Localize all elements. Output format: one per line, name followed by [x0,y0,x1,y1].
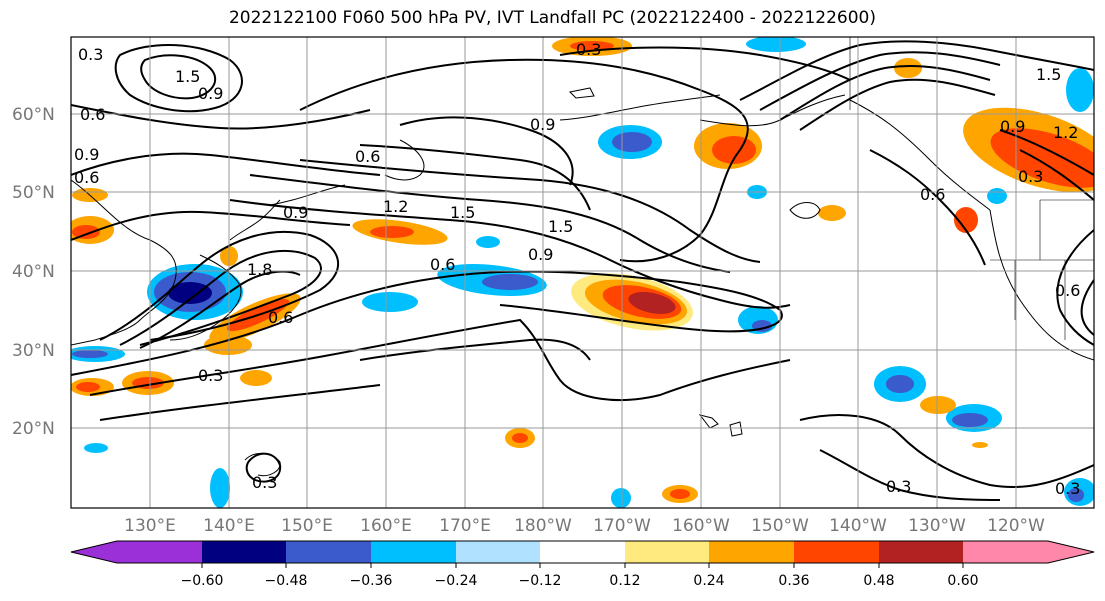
colorbar-segment [794,541,879,563]
colorbar-tick-label: 0.36 [778,573,809,589]
contour-label: 1.2 [1053,123,1078,142]
contour-label: 1.5 [175,67,200,86]
contour-label: 0.9 [198,84,223,103]
colorbar: −0.60 −0.48 −0.36 −0.24 −0.12 0.12 0.24 … [70,540,1095,589]
colorbar-tick-label: −0.12 [519,573,562,589]
contour-label: 0.3 [198,366,223,385]
colorbar-segment [709,541,794,563]
lon-label: 130°W [908,516,966,536]
colorbar-segment [963,541,1048,563]
contour-label: 0.9 [74,145,99,164]
contour-label: 0.6 [74,168,99,187]
colorbar-extend-low [71,541,117,563]
contour-label: 0.6 [920,185,945,204]
contour-label: 1.8 [247,260,272,279]
contour-label: 0.9 [528,245,553,264]
colorbar-tick-label: −0.48 [265,573,308,589]
colorbar-tick-label: −0.36 [350,573,393,589]
contour-label: 0.3 [1055,479,1080,498]
colorbar-tick-label: 0.48 [863,573,894,589]
contour-label: 0.3 [576,40,601,59]
lon-label: 120°W [987,516,1045,536]
lat-label: 40°N [12,262,55,282]
contour-label: 1.5 [548,217,573,236]
lon-label: 150°E [281,516,333,536]
contour-label: 0.6 [430,255,455,274]
lon-label: 160°E [360,516,412,536]
contour-label: 0.6 [80,105,105,124]
latitude-labels: 60°N 50°N 40°N 30°N 20°N [12,105,55,439]
lat-label: 30°N [12,341,55,361]
contour-label: 0.3 [886,477,911,496]
map-frame [70,36,1095,509]
lat-label: 20°N [12,419,55,439]
contour-labels: 1.5 0.9 0.6 0.6 0.9 0.6 0.3 0.6 0.9 1.2 … [74,40,1080,498]
colorbar-segment [456,541,540,563]
lon-label: 180°W [514,516,572,536]
lat-label: 50°N [12,183,55,203]
lon-label: 170°E [439,516,491,536]
colorbar-segment [202,541,286,563]
colorbar-segment [117,541,202,563]
colorbar-segment [879,541,963,563]
lon-label: 170°W [593,516,651,536]
contour-label: 0.6 [355,147,380,166]
colorbar-tick-label: −0.60 [181,573,224,589]
longitude-labels: 130°E 140°E 150°E 160°E 170°E 180°W 170°… [124,516,1045,536]
coastlines [71,87,1094,477]
colorbar-segment [625,541,709,563]
contour-label: 0.9 [1000,117,1025,136]
contour-label: 0.3 [252,473,277,492]
contour-label: 1.5 [450,203,475,222]
colorbar-segment [540,541,625,563]
lon-label: 160°W [672,516,730,536]
colorbar-extend-high [1048,541,1094,563]
lat-label: 60°N [12,105,55,125]
contour-label: 1.5 [1036,65,1061,84]
contour-label: 1.2 [383,197,408,216]
contour-label: 0.9 [283,203,308,222]
colorbar-tick-label: 0.12 [609,573,640,589]
contour-label: 0.6 [1055,281,1080,300]
contour-label: 0.6 [268,308,293,327]
lon-label: 140°E [203,516,255,536]
contour-label: 0.3 [78,45,103,64]
lon-label: 130°E [124,516,176,536]
colorbar-tick-label: −0.24 [435,573,478,589]
contour-label: 0.9 [530,115,555,134]
colorbar-segment [371,541,456,563]
colorbar-tick-label: 0.60 [947,573,978,589]
lon-label: 140°W [829,516,887,536]
state-borders [849,37,1094,340]
graticule [71,37,1094,508]
colorbar-tick-label: 0.24 [693,573,724,589]
lon-label: 150°W [751,516,809,536]
contour-label: 0.3 [1018,167,1043,186]
map-title: 2022122100 F060 500 hPa PV, IVT Landfall… [228,8,876,28]
colorbar-segment [286,541,371,563]
